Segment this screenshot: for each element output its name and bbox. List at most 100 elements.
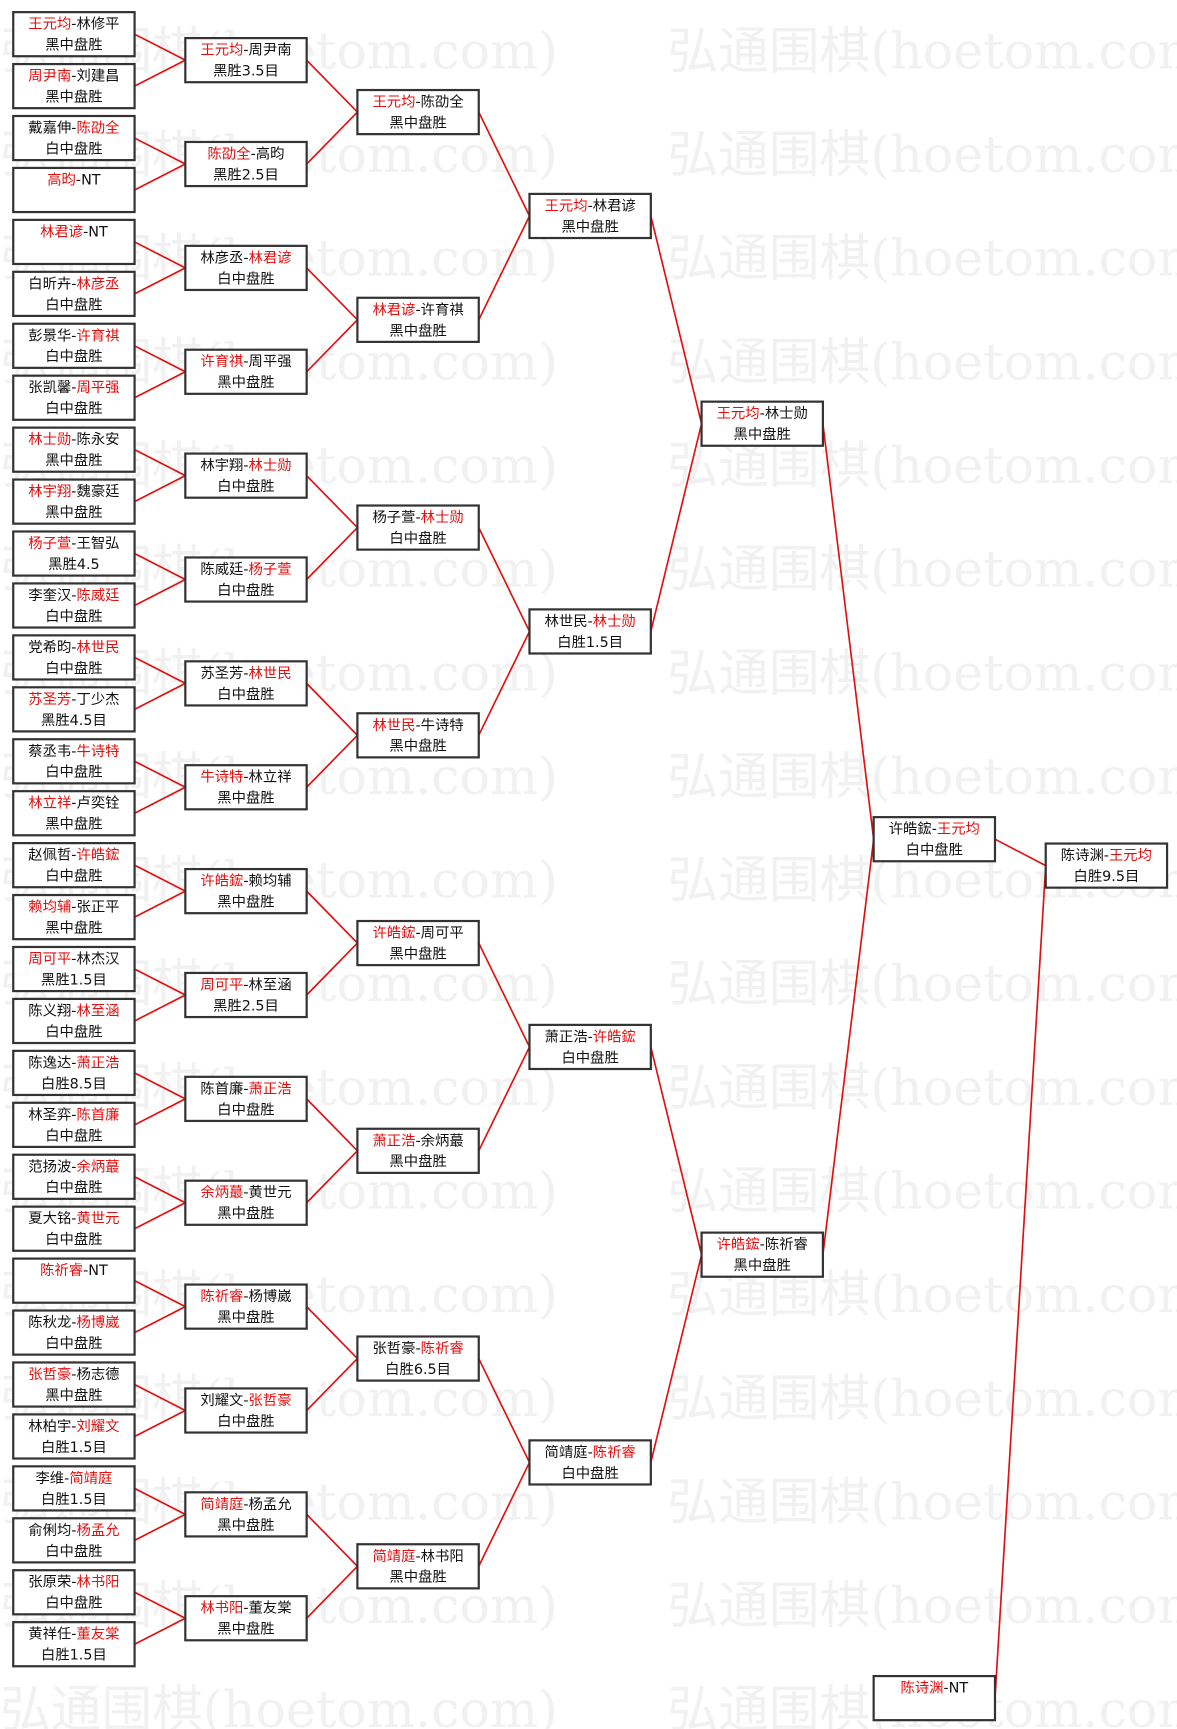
match-players: 许皓鋐-周可平 <box>372 925 463 942</box>
watermark: 弘通围棋(hoetom.com) <box>667 1576 1177 1635</box>
match-result: 白中盘胜 <box>45 659 102 677</box>
match-players: 林宇翔-林士勋 <box>200 457 291 474</box>
separator: - <box>243 562 248 578</box>
connector <box>306 267 358 321</box>
black-player: 党希昀 <box>28 639 71 656</box>
connector <box>650 215 703 424</box>
separator: - <box>243 977 248 993</box>
white-player: 张哲豪 <box>249 1392 292 1409</box>
box-frame <box>356 919 480 967</box>
white-player: 牛诗特 <box>76 743 119 760</box>
connector <box>477 527 531 632</box>
watermark: 弘通围棋(hoetom.com) <box>667 747 1177 806</box>
white-player: NT <box>88 1263 108 1279</box>
white-player: 刘耀文 <box>76 1418 119 1435</box>
connector <box>822 839 875 1255</box>
match-players: 王元均-陈劭全 <box>372 93 463 111</box>
white-player: 杨孟允 <box>249 1496 292 1513</box>
separator: - <box>71 121 76 137</box>
match-players: 王元均-林修平 <box>28 16 119 33</box>
separator: - <box>71 1003 76 1019</box>
white-player: 许皓鋐 <box>593 1028 636 1045</box>
box-frame <box>184 1283 308 1330</box>
match-players: 许皓鋐-王元均 <box>889 821 980 838</box>
black-player: 张原荣 <box>28 1574 71 1591</box>
box-frame <box>184 1387 308 1434</box>
match-result: 白中盘胜 <box>45 607 102 625</box>
white-player: 陈威廷 <box>76 586 119 604</box>
match-players: 张哲豪-陈祈睿 <box>372 1339 463 1357</box>
separator: - <box>760 406 765 422</box>
separator: - <box>243 1601 248 1617</box>
connector <box>134 163 186 191</box>
connector <box>477 1462 531 1567</box>
connector <box>134 864 186 892</box>
box-frame <box>356 88 480 136</box>
connector <box>650 423 703 632</box>
match-box: 陈诗渊-NT <box>872 1674 997 1722</box>
watermark: 弘通围棋(hoetom.com) <box>667 1162 1177 1221</box>
separator: - <box>71 328 76 344</box>
white-player: 林士勋 <box>421 509 464 526</box>
box-frame <box>12 322 136 369</box>
separator: - <box>243 354 248 370</box>
black-player: 简靖庭 <box>545 1444 588 1461</box>
match-players: 陈秋龙-杨博崴 <box>28 1313 119 1331</box>
white-player: 刘建昌 <box>76 68 119 85</box>
separator: - <box>415 1341 420 1357</box>
separator: - <box>243 1185 248 1201</box>
match-players: 俞俐均-杨孟允 <box>28 1521 119 1539</box>
box-frame <box>528 608 652 655</box>
connector <box>306 890 358 944</box>
black-player: 李奎汉 <box>28 587 71 604</box>
black-player: 苏圣芳 <box>200 665 243 682</box>
match-result: 白中盘胜 <box>45 139 102 157</box>
white-player: 林杰汉 <box>76 951 119 968</box>
separator: - <box>71 848 76 864</box>
separator: - <box>71 1315 76 1331</box>
watermark: 弘通围棋(hoetom.com) <box>667 332 1177 391</box>
white-player: 林至涵 <box>249 976 292 993</box>
watermark: 弘通围棋(hoetom.com) <box>667 1472 1177 1531</box>
match-players: 王元均-林士勋 <box>717 405 808 422</box>
box-frame <box>12 842 136 889</box>
white-player: 林立祥 <box>249 769 292 786</box>
separator: - <box>71 1211 76 1227</box>
match-result: 白胜6.5目 <box>385 1361 451 1378</box>
match-result: 白中盘胜 <box>561 1048 618 1066</box>
separator: - <box>415 510 420 526</box>
match-result: 白中盘胜 <box>45 347 102 365</box>
connector <box>134 578 186 607</box>
white-player: 卢奕铨 <box>76 795 119 812</box>
match-players: 陈诗渊-NT <box>900 1679 968 1697</box>
connector <box>134 1202 186 1230</box>
connector <box>134 474 186 503</box>
match-result: 白中盘胜 <box>45 1230 102 1248</box>
match-players: 赖均辅-张正平 <box>28 899 119 916</box>
connector <box>306 319 358 373</box>
match-players: 萧正浩-余炳蕞 <box>372 1131 463 1149</box>
black-player: 牛诗特 <box>200 769 243 786</box>
match-players: 彭景华-许育祺 <box>28 327 119 344</box>
white-player: NT <box>949 1681 969 1697</box>
black-player: 林宇翔 <box>200 457 243 474</box>
match-players: 李奎汉-陈威廷 <box>28 586 119 604</box>
box-frame <box>12 790 136 837</box>
white-player: 周可平 <box>421 926 464 942</box>
separator: - <box>76 172 81 188</box>
connector <box>134 1383 186 1412</box>
black-player: 高昀 <box>47 171 76 188</box>
connector <box>306 111 358 165</box>
separator: - <box>71 1523 76 1539</box>
match-players: 许皓鋐-赖均辅 <box>200 873 291 890</box>
